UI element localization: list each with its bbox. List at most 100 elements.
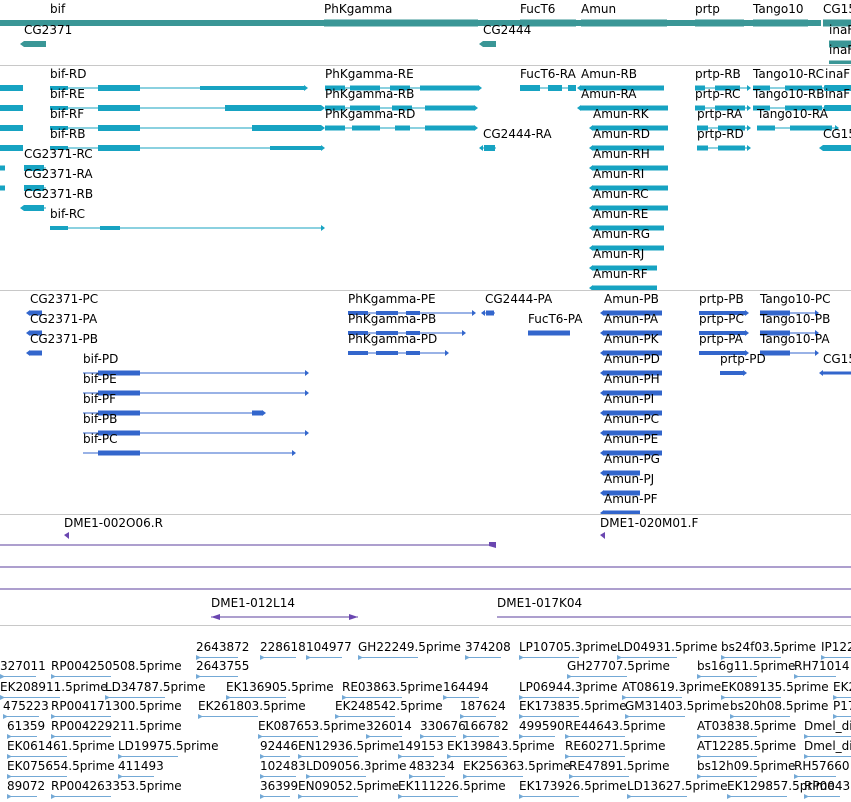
est-label[interactable]: EK087653.5prime xyxy=(258,719,366,733)
feature-glyph[interactable] xyxy=(0,584,851,596)
feature-label[interactable]: bif-PC xyxy=(83,432,118,446)
feature-glyph[interactable] xyxy=(0,308,851,320)
est-label[interactable]: RE44643.5prime xyxy=(565,719,666,733)
feature-label[interactable]: Amun-RE xyxy=(593,207,649,221)
feature-glyph[interactable] xyxy=(0,163,851,175)
feature-label[interactable]: inaF xyxy=(825,87,851,101)
est-label[interactable]: EK129857.5prime xyxy=(727,779,835,793)
est-label[interactable]: 61359 xyxy=(7,719,46,733)
feature-glyph[interactable] xyxy=(0,123,851,135)
feature-glyph[interactable] xyxy=(0,83,851,95)
feature-label[interactable]: Amun-PA xyxy=(604,312,659,326)
est-label[interactable]: EN12936.5prime xyxy=(298,739,400,753)
feature-glyph[interactable] xyxy=(0,448,851,460)
feature-label[interactable]: Amun-PF xyxy=(604,492,658,506)
feature-label[interactable]: prtp-PB xyxy=(699,292,744,306)
feature-glyph[interactable] xyxy=(0,18,851,30)
feature-label[interactable]: PhKgamma-RB xyxy=(325,87,415,101)
feature-label[interactable]: CG15 xyxy=(823,127,851,141)
feature-label[interactable]: bif-PE xyxy=(83,372,117,386)
feature-label[interactable]: bif-RE xyxy=(50,87,85,101)
feature-glyph[interactable] xyxy=(0,123,851,135)
feature-label[interactable]: inaF xyxy=(829,43,851,57)
feature-glyph[interactable] xyxy=(0,532,851,544)
est-label[interactable]: 326014 xyxy=(366,719,412,733)
feature-label[interactable]: Amun-PI xyxy=(604,392,655,406)
feature-glyph[interactable] xyxy=(0,348,851,360)
feature-glyph[interactable] xyxy=(0,328,851,340)
feature-glyph[interactable] xyxy=(0,308,851,320)
feature-label[interactable]: Amun-PE xyxy=(604,432,659,446)
est-label[interactable]: LP06944.3prime xyxy=(519,680,618,694)
est-label[interactable]: RE03863.5prime xyxy=(342,680,443,694)
feature-label[interactable]: bif-PD xyxy=(83,352,119,366)
feature-label[interactable]: CG2371-RA xyxy=(24,167,93,181)
feature-label[interactable]: Tango10-RA xyxy=(757,107,828,121)
feature-glyph[interactable] xyxy=(0,368,851,380)
feature-label[interactable]: bif-RB xyxy=(50,127,86,141)
est-label[interactable]: 475223 xyxy=(3,699,49,713)
feature-glyph[interactable] xyxy=(0,328,851,340)
feature-glyph[interactable] xyxy=(0,368,851,380)
feature-glyph[interactable] xyxy=(0,203,851,215)
est-label[interactable]: 187624 xyxy=(460,699,506,713)
feature-label[interactable]: Amun-RB xyxy=(581,67,638,81)
feature-glyph[interactable] xyxy=(0,348,851,360)
feature-label[interactable]: Amun-RC xyxy=(593,187,649,201)
feature-glyph[interactable] xyxy=(0,263,851,275)
est-label[interactable]: AT08619.3prime xyxy=(622,680,722,694)
est-label[interactable]: bs24f03.5prime xyxy=(721,640,817,654)
est-label[interactable]: 2643755 xyxy=(196,659,250,673)
est-label[interactable]: GH27707.5prime xyxy=(567,659,670,673)
feature-glyph[interactable] xyxy=(0,612,851,624)
est-label[interactable]: 499590 xyxy=(519,719,565,733)
feature-label[interactable]: Amun-PB xyxy=(604,292,659,306)
feature-glyph[interactable] xyxy=(0,368,851,380)
feature-glyph[interactable] xyxy=(0,83,851,95)
est-label[interactable]: GH22249.5prime xyxy=(358,640,461,654)
feature-glyph[interactable] xyxy=(0,612,851,624)
est-label[interactable]: RH57660 xyxy=(794,759,850,773)
feature-label[interactable]: bif-RC xyxy=(50,207,85,221)
est-label[interactable]: P17 xyxy=(833,699,851,713)
feature-label[interactable]: prtp-PD xyxy=(720,352,766,366)
feature-label[interactable]: bif-RF xyxy=(50,107,85,121)
est-label[interactable]: RP004263353.5prime xyxy=(51,779,182,793)
est-label[interactable]: 483234 xyxy=(409,759,455,773)
feature-label[interactable]: bif-PB xyxy=(83,412,118,426)
feature-glyph[interactable] xyxy=(0,540,851,552)
feature-glyph[interactable] xyxy=(0,328,851,340)
feature-glyph[interactable] xyxy=(0,83,851,95)
feature-label[interactable]: bif-RD xyxy=(50,67,87,81)
feature-glyph[interactable] xyxy=(0,59,851,64)
feature-label[interactable]: Amun-RD xyxy=(593,127,651,141)
feature-glyph[interactable] xyxy=(0,408,851,420)
feature-glyph[interactable] xyxy=(0,123,851,135)
feature-label[interactable]: DME1-012L14 xyxy=(211,596,295,610)
feature-glyph[interactable] xyxy=(0,143,851,155)
feature-glyph[interactable] xyxy=(0,223,851,235)
est-label[interactable]: 327011 xyxy=(0,659,46,673)
feature-label[interactable]: CG2444-RA xyxy=(483,127,552,141)
est-label[interactable]: EK173926.5prime xyxy=(519,779,627,793)
feature-label[interactable]: DME1-002O06.R xyxy=(64,516,163,530)
est-label[interactable]: IP122 xyxy=(821,640,851,654)
est-label[interactable]: 228618 xyxy=(260,640,306,654)
feature-glyph[interactable] xyxy=(0,18,851,30)
feature-glyph[interactable] xyxy=(0,18,851,30)
est-label[interactable]: EK061461.5prime xyxy=(7,739,115,753)
feature-label[interactable]: PhKgamma-RE xyxy=(325,67,414,81)
feature-label[interactable]: CG2444-PA xyxy=(485,292,553,306)
feature-glyph[interactable] xyxy=(0,39,851,51)
est-label[interactable]: AT03838.5prime xyxy=(697,719,797,733)
est-label[interactable]: 166782 xyxy=(463,719,509,733)
feature-glyph[interactable] xyxy=(0,123,851,135)
feature-label[interactable]: CG2371-RB xyxy=(24,187,94,201)
feature-label[interactable]: Amun-RK xyxy=(593,107,649,121)
est-label[interactable]: Dmel_dig xyxy=(804,739,851,753)
feature-label[interactable]: Tango10-RC xyxy=(753,67,824,81)
feature-glyph[interactable] xyxy=(0,328,851,340)
feature-glyph[interactable] xyxy=(0,348,851,360)
feature-label[interactable]: CG2371 xyxy=(24,23,73,37)
